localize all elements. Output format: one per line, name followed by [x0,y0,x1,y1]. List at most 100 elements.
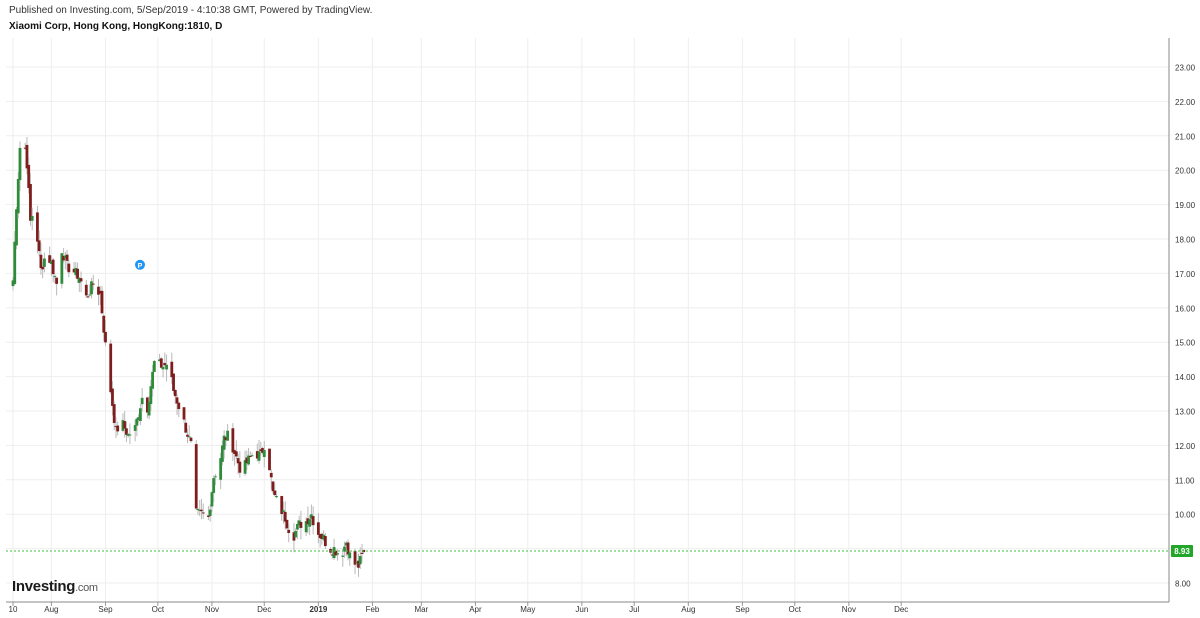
candle-body [323,535,327,547]
candle [16,171,20,219]
y-tick-label: 11.00 [1175,476,1195,485]
y-tick-label: 20.00 [1175,167,1196,176]
candle-body [135,418,139,426]
candle [234,440,238,460]
candle [91,274,95,291]
candle-body [268,448,271,471]
candle [41,262,45,279]
candle-body [311,516,315,526]
candle [137,414,141,423]
candle [332,538,336,561]
candle-body [214,476,217,478]
y-tick-label: 8.00 [1175,580,1191,589]
candle-body [341,555,345,557]
candle [112,400,116,430]
candle-body [100,290,104,314]
candle-body [248,455,252,457]
candle-body [308,519,312,527]
x-tick-label: Apr [469,605,482,614]
candle [320,532,324,545]
candle-body [62,255,66,261]
candle [67,259,71,278]
candle [357,553,360,577]
candle [175,393,179,415]
candle-body [250,455,254,457]
candle-body [318,534,322,539]
candle-body [175,397,179,404]
candle-body [114,426,118,428]
candle [330,548,334,559]
candle [259,441,263,456]
candle [128,423,132,444]
candle-body [184,422,188,433]
y-tick-label: 18.00 [1175,236,1196,245]
candle-body [37,240,41,252]
candle-body [261,448,264,453]
candle-body [334,550,338,556]
candle-body [39,254,43,269]
candle-body [196,509,200,511]
candle-body [121,420,125,431]
y-tick-label: 13.00 [1175,408,1196,417]
candle [65,249,69,271]
candle-body [15,209,18,246]
candle [275,490,278,499]
candle [126,432,130,438]
candle-body [309,514,313,519]
candle-body [161,367,165,370]
candle-body [200,509,203,512]
candle [309,504,313,526]
candle [208,504,212,522]
candle-body [109,343,113,393]
candle [172,373,175,395]
candle [346,539,350,561]
candle-body [125,428,128,435]
candle-body [152,361,156,372]
x-tick-label: Aug [681,605,695,614]
candle-body [30,215,34,221]
candle-body [294,530,298,538]
candle-body [48,255,52,263]
candle-body [102,315,106,333]
candle [318,533,322,548]
x-tick-label: Mar [414,605,428,614]
candle [177,400,181,418]
candle-body [149,386,153,405]
candle-body [344,542,348,546]
candle-body [299,522,303,528]
candle-body [360,552,364,555]
overlays: 8.93 P [6,258,1193,558]
candle [114,417,118,439]
x-tick-label: 10 [9,605,18,614]
candle-body [304,521,308,533]
y-tick-label: 17.00 [1175,270,1196,279]
y-tick-label: 12.00 [1175,442,1196,451]
candle [104,320,107,346]
candle-body [74,267,78,276]
candle-body [29,183,32,221]
candle-body [322,534,326,540]
x-tick-label: Oct [789,605,802,614]
candle [27,156,31,194]
candle [186,428,189,444]
candle-body [186,434,189,437]
x-tick-label: Dec [894,605,908,614]
candle [285,519,289,530]
candle [262,440,266,468]
candle [74,262,78,279]
y-tick-label: 19.00 [1175,201,1196,210]
candle-body [60,253,64,284]
candle-body [65,254,69,261]
x-tick-label: Feb [366,605,380,614]
candle-body [283,511,287,522]
candle [294,528,298,540]
candle-body [43,258,46,267]
candle-body [320,533,324,540]
candle [268,448,271,471]
candle [158,353,161,362]
candle [304,517,308,536]
candle [222,430,226,459]
candle-body [224,437,228,441]
candle-body [210,492,214,507]
